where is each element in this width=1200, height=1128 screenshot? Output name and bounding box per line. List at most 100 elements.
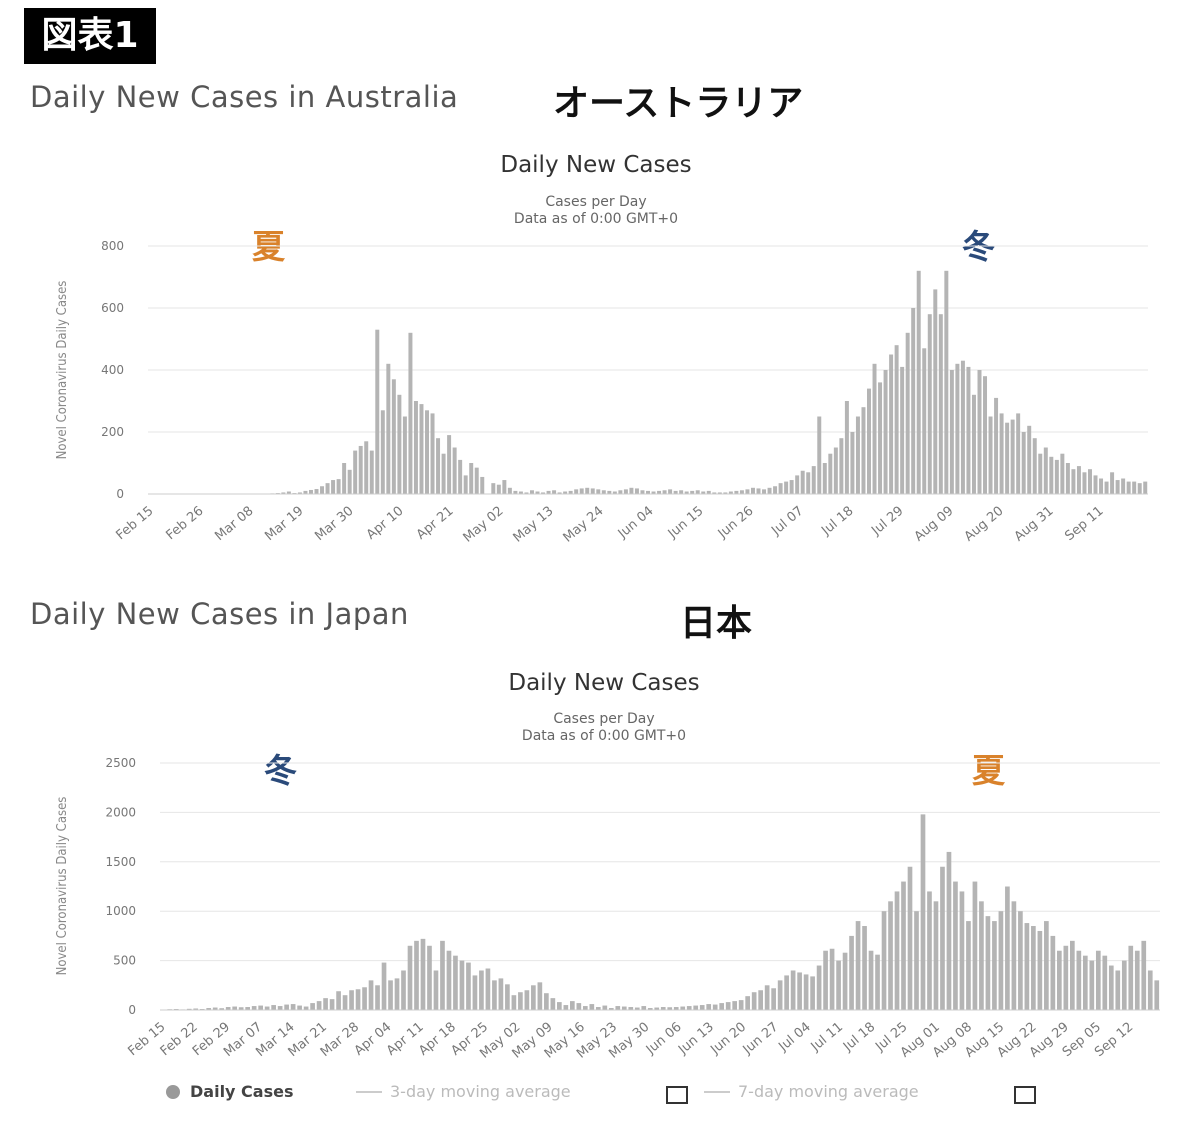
bar (596, 489, 601, 494)
bar (430, 413, 435, 494)
bar (1071, 469, 1076, 494)
bar (657, 490, 662, 494)
bar (397, 394, 402, 494)
bar (901, 881, 906, 1010)
bar (232, 1006, 238, 1010)
bar (977, 370, 982, 494)
bar (894, 891, 900, 1010)
bar (557, 492, 562, 494)
bar (1021, 432, 1026, 494)
legend-7day-checkbox[interactable] (1014, 1086, 1036, 1104)
bar (1050, 935, 1056, 1010)
bar (544, 993, 549, 1010)
bar (985, 916, 991, 1010)
x-tick-label: Aug 09 (912, 504, 957, 545)
bar (1043, 447, 1048, 494)
bar (732, 1001, 738, 1010)
bar (1110, 472, 1115, 494)
bar (927, 314, 932, 494)
bar (646, 490, 650, 494)
bar (281, 492, 286, 494)
season-label-left-japan: 冬 (264, 751, 297, 790)
bar (817, 416, 822, 494)
legend-7day-average[interactable]: 7-day moving average (704, 1082, 919, 1101)
bar (550, 998, 556, 1010)
bar (894, 345, 899, 494)
bar (680, 1006, 686, 1010)
bar (673, 490, 678, 494)
bar (1132, 481, 1137, 494)
legend-daily-cases[interactable]: Daily Cases (166, 1082, 293, 1101)
bar (1011, 901, 1017, 1010)
y-axis-title: Novel Coronavirus Daily Cases (55, 797, 70, 976)
bar (790, 970, 796, 1010)
bar (323, 998, 328, 1010)
bar (245, 1007, 250, 1010)
bar (1137, 483, 1142, 494)
bar (946, 851, 952, 1010)
x-tick-label: Jun 13 (675, 1020, 717, 1058)
bar (1076, 466, 1081, 494)
bar (402, 416, 407, 494)
bar (914, 911, 919, 1010)
bar (1126, 481, 1131, 494)
bar (1018, 911, 1023, 1010)
bar (883, 370, 888, 494)
x-tick-label: Jul 07 (768, 504, 806, 540)
bar (816, 965, 822, 1010)
bar (634, 488, 639, 494)
bar (491, 483, 496, 494)
bar (1121, 478, 1126, 494)
bar (303, 490, 308, 494)
legend-3day-checkbox[interactable] (666, 1086, 688, 1104)
bar (1095, 950, 1101, 1010)
bar (193, 1008, 199, 1010)
bar (673, 1007, 679, 1010)
bar (407, 945, 413, 1010)
bar (394, 978, 400, 1010)
bar (823, 950, 828, 1010)
bar (375, 329, 380, 494)
bar (238, 1007, 244, 1010)
bar (601, 490, 606, 494)
bar (1141, 940, 1147, 1010)
bar (463, 475, 468, 494)
bar (347, 469, 352, 494)
y-tick-label: 2000 (105, 805, 136, 819)
bar (822, 463, 827, 494)
bar (983, 376, 988, 494)
y-tick-label: 0 (116, 487, 124, 501)
bar (654, 1007, 660, 1010)
bar (251, 1006, 257, 1010)
bar (1063, 945, 1069, 1010)
bar (988, 416, 993, 494)
bar (992, 921, 997, 1010)
bar (878, 382, 883, 494)
legend-3day-average[interactable]: 3-day moving average (356, 1082, 571, 1101)
bar (511, 995, 517, 1010)
bar (778, 483, 783, 494)
bar (219, 1008, 225, 1010)
bar (342, 995, 348, 1010)
bar (507, 487, 512, 494)
bar (1093, 475, 1098, 494)
x-tick-label: Jul 04 (775, 1020, 813, 1056)
bar (647, 1008, 653, 1010)
bar (1089, 960, 1095, 1010)
bar (955, 363, 960, 494)
bar (1070, 940, 1075, 1010)
bar (364, 441, 369, 494)
bar (325, 483, 330, 494)
bar (258, 1005, 263, 1010)
bar (998, 911, 1004, 1010)
bar (862, 926, 867, 1010)
bar (920, 814, 926, 1010)
bar (1057, 950, 1062, 1010)
bar (855, 921, 861, 1010)
bar (552, 490, 557, 494)
bar (668, 489, 673, 494)
bar (546, 490, 551, 494)
y-tick-label: 800 (101, 239, 124, 253)
bar (911, 308, 916, 494)
bar (933, 901, 939, 1010)
